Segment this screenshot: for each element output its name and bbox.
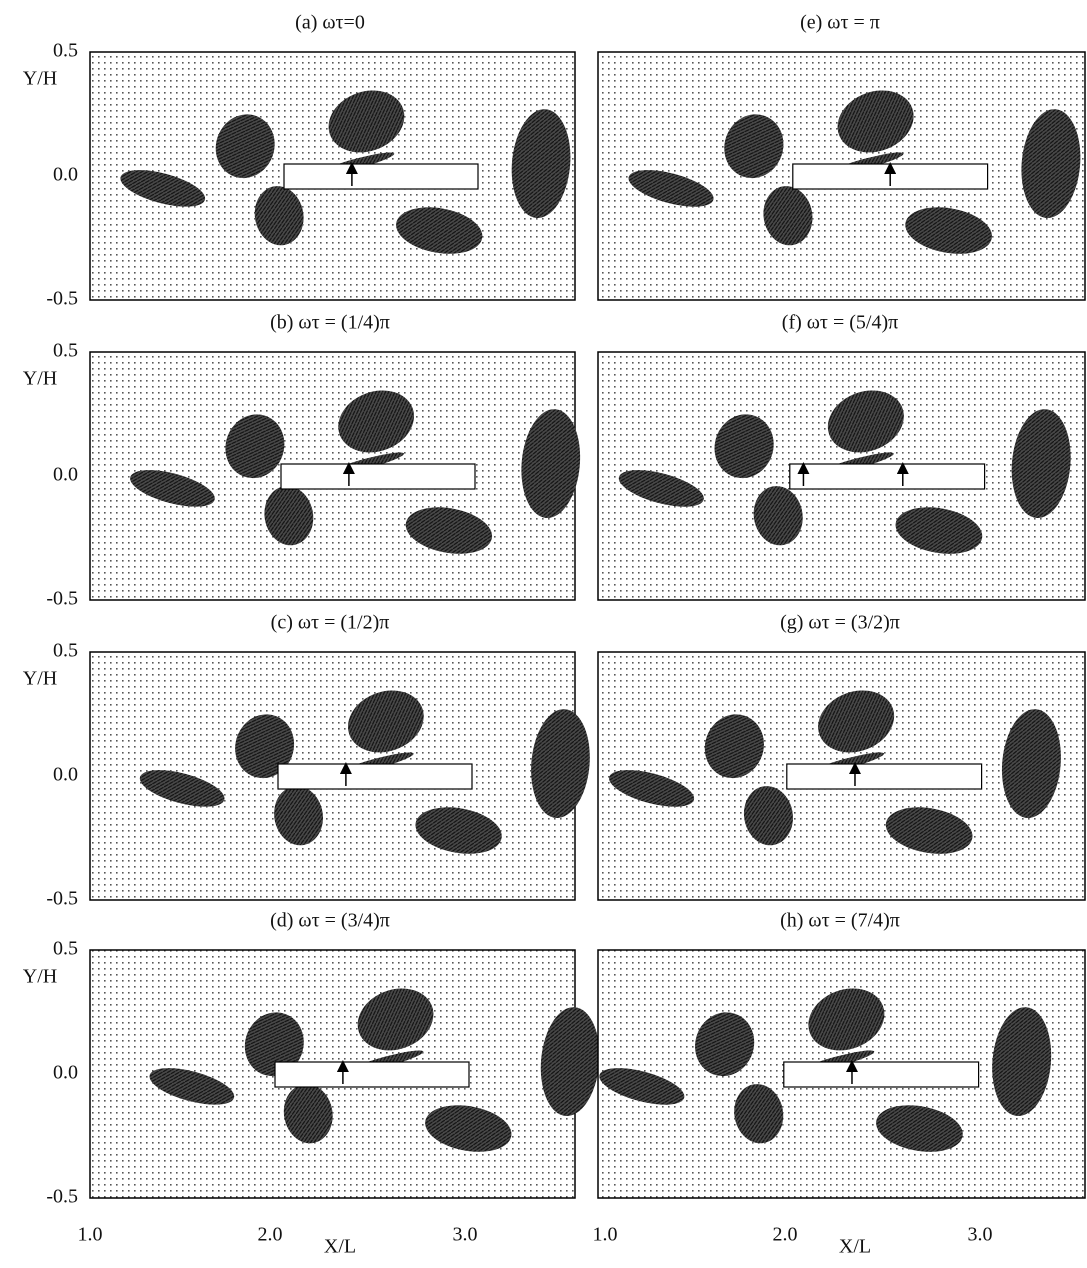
- y-tick-label: 0.0: [53, 764, 78, 786]
- plate: [277, 763, 473, 790]
- vortex-region: [425, 1105, 512, 1152]
- plate: [283, 163, 479, 190]
- vortex-region: [1001, 709, 1061, 819]
- plate: [786, 763, 983, 790]
- vortex-region: [992, 1007, 1052, 1117]
- vortex-region: [283, 1084, 333, 1144]
- x-label: X/L: [839, 1236, 871, 1258]
- vortex-region: [235, 714, 295, 779]
- vortex-region: [120, 170, 206, 207]
- y-tick-label: 0.5: [53, 40, 78, 62]
- y-label: Y/H: [23, 68, 57, 90]
- y-label: Y/H: [23, 668, 57, 690]
- x-tick-label: 3.0: [453, 1224, 478, 1246]
- plate: [274, 1061, 470, 1088]
- vortex-region: [415, 807, 502, 854]
- vortex-region: [905, 207, 992, 254]
- vortex-region: [837, 90, 914, 153]
- y-label: Y/H: [23, 966, 57, 988]
- vortex-region: [274, 786, 323, 846]
- x-tick-label: 2.0: [773, 1224, 798, 1246]
- vortex-region: [743, 786, 793, 846]
- vortex-region: [895, 507, 983, 554]
- y-tick-label: 0.0: [53, 464, 78, 486]
- vortex-region: [540, 1007, 600, 1117]
- vortex-region: [609, 770, 695, 807]
- vortex-region: [808, 988, 885, 1051]
- panel-title: (f) ωτ = (5/4)π: [782, 312, 898, 334]
- vortex-region: [338, 390, 415, 453]
- vortex-region: [139, 770, 225, 807]
- vortex-region: [628, 170, 714, 207]
- vortex-region: [149, 1068, 235, 1105]
- panel-title: (g) ωτ = (3/2)π: [780, 612, 900, 634]
- vortex-region: [531, 709, 590, 819]
- vortex-region: [521, 409, 581, 519]
- y-tick-label: -0.5: [46, 888, 78, 910]
- vortex-region: [347, 690, 424, 753]
- panel-title: (a) ωτ=0: [295, 12, 365, 34]
- vortex-region: [1011, 409, 1071, 519]
- vortex-region: [1021, 109, 1081, 219]
- vortex-region: [714, 414, 774, 479]
- plate: [789, 463, 986, 490]
- vortex-region: [885, 807, 973, 854]
- vortex-region: [818, 690, 895, 753]
- vortex-region: [405, 507, 493, 554]
- x-label: X/L: [324, 1236, 356, 1258]
- panel-title: (b) ωτ = (1/4)π: [270, 312, 390, 334]
- panel-title: (d) ωτ = (3/4)π: [270, 910, 390, 932]
- vortex-region: [695, 1012, 755, 1077]
- vortex-region: [876, 1105, 963, 1152]
- vortex-region: [215, 114, 275, 179]
- vortex-region: [511, 109, 571, 219]
- vortex-region: [599, 1068, 685, 1105]
- y-tick-label: 0.5: [53, 938, 78, 960]
- y-tick-label: -0.5: [46, 1186, 78, 1208]
- y-tick-label: 0.0: [53, 1062, 78, 1084]
- vortex-region: [734, 1084, 784, 1144]
- vortex-region: [225, 414, 285, 479]
- panel-title: (h) ωτ = (7/4)π: [780, 910, 900, 932]
- vortex-region: [618, 470, 704, 507]
- vortex-region: [357, 988, 434, 1051]
- y-tick-label: -0.5: [46, 288, 78, 310]
- y-tick-label: 0.5: [53, 640, 78, 662]
- x-tick-label: 3.0: [968, 1224, 993, 1246]
- vortex-region: [753, 486, 803, 546]
- vortex-region: [763, 186, 813, 246]
- y-tick-label: 0.5: [53, 340, 78, 362]
- x-tick-label: 1.0: [78, 1224, 103, 1246]
- panel-title: (c) ωτ = (1/2)π: [271, 612, 390, 634]
- vortex-region: [254, 186, 304, 246]
- vortex-region: [328, 90, 405, 153]
- x-tick-label: 1.0: [593, 1224, 618, 1246]
- vortex-region: [704, 714, 764, 779]
- y-label: Y/H: [23, 368, 57, 390]
- y-tick-label: -0.5: [46, 588, 78, 610]
- x-tick-label: 2.0: [258, 1224, 283, 1246]
- vortex-region: [396, 207, 483, 254]
- vortex-region: [827, 390, 904, 453]
- vortex-region: [130, 470, 215, 507]
- plate: [783, 1061, 980, 1088]
- vortex-region: [264, 486, 314, 546]
- vortex-region: [244, 1012, 304, 1077]
- plate: [280, 463, 476, 490]
- y-tick-label: 0.0: [53, 164, 78, 186]
- panel-title: (e) ωτ = π: [800, 12, 880, 34]
- vortex-region: [724, 114, 784, 179]
